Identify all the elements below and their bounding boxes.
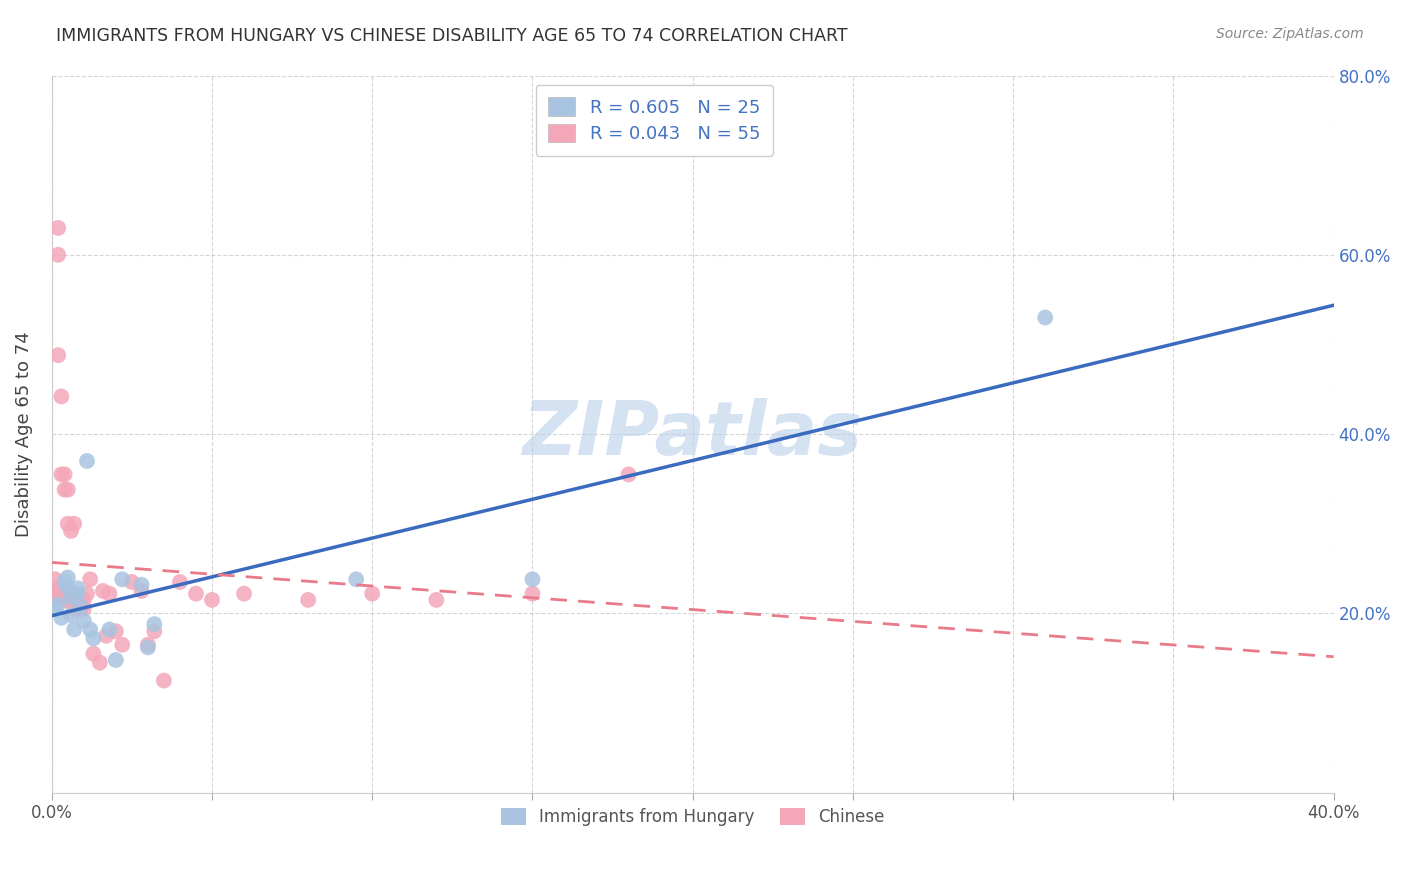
Point [82, 647, 104, 661]
Point [143, 617, 166, 632]
Point [153, 673, 176, 688]
Point [76, 587, 98, 601]
Point [136, 640, 159, 655]
Text: ZIPatlas: ZIPatlas [523, 398, 863, 471]
Point [51, 587, 73, 601]
Point [59, 587, 82, 601]
Point [51, 467, 73, 482]
Text: Source: ZipAtlas.com: Source: ZipAtlas.com [1216, 27, 1364, 41]
Point [73, 614, 96, 628]
Point [59, 591, 82, 605]
Point [143, 624, 166, 639]
Point [56, 483, 79, 497]
Point [73, 602, 96, 616]
Point [96, 629, 118, 643]
Point [104, 624, 127, 639]
Point [111, 638, 134, 652]
Point [44, 602, 66, 616]
Point [69, 602, 91, 616]
Point [121, 574, 143, 589]
Point [63, 593, 86, 607]
Point [79, 623, 101, 637]
Point [201, 593, 224, 607]
Point [69, 599, 91, 614]
Point [66, 602, 89, 616]
Point [59, 608, 82, 623]
Point [46, 221, 69, 235]
Point [111, 572, 134, 586]
Point [169, 574, 191, 589]
Legend: Immigrants from Hungary, Chinese: Immigrants from Hungary, Chinese [492, 800, 893, 835]
Point [53, 483, 76, 497]
Point [44, 587, 66, 601]
Point [98, 587, 121, 601]
Point [522, 587, 544, 601]
Point [131, 577, 153, 591]
Point [66, 581, 89, 595]
Point [361, 587, 384, 601]
Point [46, 348, 69, 362]
Point [76, 454, 98, 468]
Point [184, 587, 207, 601]
Point [66, 587, 89, 601]
Point [104, 653, 127, 667]
Point [79, 572, 101, 586]
Y-axis label: Disability Age 65 to 74: Disability Age 65 to 74 [15, 331, 32, 537]
Point [51, 389, 73, 403]
Point [98, 623, 121, 637]
Point [297, 593, 319, 607]
Point [53, 593, 76, 607]
Text: IMMIGRANTS FROM HUNGARY VS CHINESE DISABILITY AGE 65 TO 74 CORRELATION CHART: IMMIGRANTS FROM HUNGARY VS CHINESE DISAB… [56, 27, 848, 45]
Point [51, 591, 73, 605]
Point [44, 581, 66, 595]
Point [51, 611, 73, 625]
Point [136, 638, 159, 652]
Point [344, 572, 367, 586]
Point [53, 574, 76, 589]
Point [63, 516, 86, 531]
Point [63, 602, 86, 616]
Point [56, 570, 79, 584]
Point [46, 587, 69, 601]
Point [53, 584, 76, 599]
Point [82, 632, 104, 646]
Point [425, 593, 447, 607]
Point [53, 467, 76, 482]
Point [91, 584, 114, 599]
Point [46, 598, 69, 612]
Point [66, 593, 89, 607]
Point [59, 524, 82, 538]
Point [56, 581, 79, 595]
Point [73, 593, 96, 607]
Point [89, 656, 111, 670]
Point [44, 572, 66, 586]
Point [56, 593, 79, 607]
Point [46, 248, 69, 262]
Point [1033, 310, 1056, 325]
Point [233, 587, 256, 601]
Point [56, 516, 79, 531]
Point [522, 572, 544, 586]
Point [63, 623, 86, 637]
Point [617, 467, 640, 482]
Point [69, 593, 91, 607]
Point [59, 587, 82, 601]
Point [53, 587, 76, 601]
Point [56, 587, 79, 601]
Point [131, 584, 153, 599]
